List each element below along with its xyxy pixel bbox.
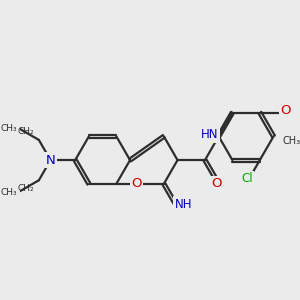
Text: CH₂: CH₂	[18, 128, 34, 136]
Text: O: O	[131, 177, 142, 190]
Text: NH: NH	[175, 197, 192, 211]
Text: CH₂: CH₂	[18, 184, 34, 193]
Text: O: O	[280, 104, 291, 117]
Text: CH₃: CH₃	[0, 124, 17, 134]
Text: N: N	[46, 154, 56, 166]
Text: O: O	[212, 177, 222, 190]
Text: CH₃: CH₃	[0, 188, 17, 197]
Text: CH₃: CH₃	[282, 136, 300, 146]
Text: HN: HN	[201, 128, 218, 141]
Text: Cl: Cl	[241, 172, 253, 185]
